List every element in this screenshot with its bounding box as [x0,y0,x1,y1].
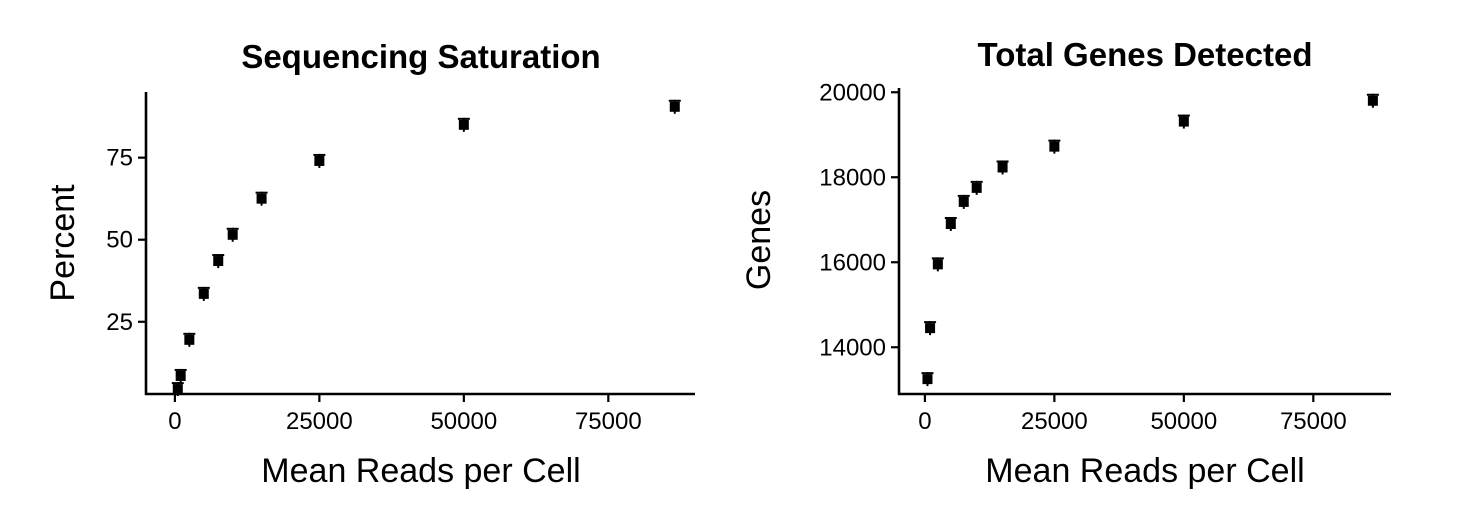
x-tick-label: 0 [918,408,931,435]
panel-total-genes-detected: Total Genes Detected Mean Reads per Cell… [740,36,1391,490]
x-tick-label: 25000 [286,408,353,435]
x-tick-label: 0 [168,408,181,435]
panel-sequencing-saturation: Sequencing Saturation Mean Reads per Cel… [44,38,695,490]
data-point [458,119,469,130]
data-point [922,374,933,385]
y-tick-label: 50 [106,227,133,254]
y-tick-label: 20000 [819,79,886,106]
y-tick-label: 14000 [819,334,886,361]
data-point [184,334,195,345]
data-point [925,323,936,334]
x-tick-label: 50000 [430,408,497,435]
x-tick-label: 75000 [575,408,642,435]
y-axis-label: Percent [44,184,82,302]
chart-title: Total Genes Detected [978,36,1313,73]
data-point [314,155,325,166]
data-point [669,101,680,112]
x-tick-label: 50000 [1150,408,1217,435]
data-point [958,196,969,207]
data-point [172,384,183,395]
data-point [1049,141,1060,152]
x-axis-label: Mean Reads per Cell [985,452,1304,490]
data-point [932,259,943,270]
x-tick-label: 25000 [1021,408,1088,435]
y-tick-label: 25 [106,309,133,336]
data-point [1178,116,1189,127]
y-axis-label: Genes [740,190,778,290]
y-tick-label: 18000 [819,164,886,191]
data-point [997,162,1008,173]
data-point [945,219,956,229]
y-tick-label: 75 [106,145,133,172]
data-point [256,193,267,204]
y-tick-label: 16000 [819,249,886,276]
data-point [198,288,209,299]
data-point [971,182,982,193]
x-axis-label: Mean Reads per Cell [261,452,580,490]
data-point [227,229,238,240]
data-point [175,370,186,381]
data-point [213,256,224,267]
chart-title: Sequencing Saturation [241,38,600,75]
data-point [1367,95,1378,106]
x-tick-label: 75000 [1280,408,1347,435]
